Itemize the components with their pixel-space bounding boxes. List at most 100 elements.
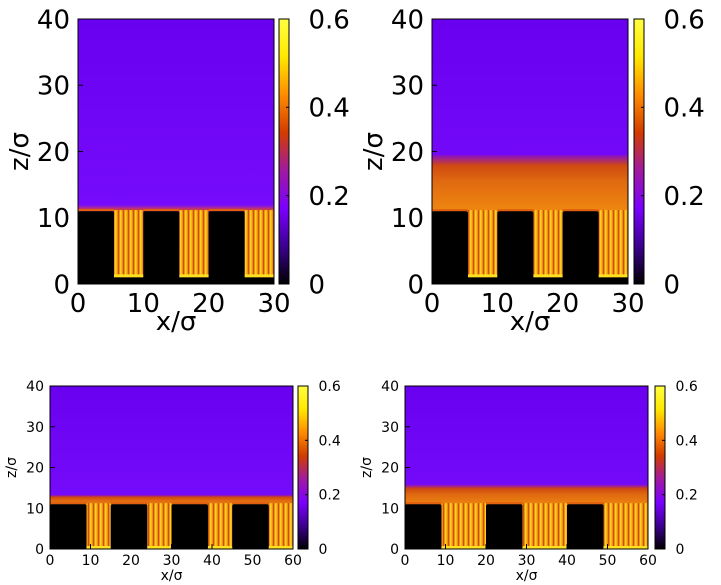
colorbar-tick-label: 0.6 (319, 379, 341, 395)
pillar-1 (50, 504, 87, 549)
x-tick-label: 60 (639, 553, 657, 569)
pillar-contact-layer (562, 209, 599, 212)
pillar-3 (562, 211, 599, 284)
x-tick-label: 50 (244, 553, 262, 569)
y-axis-label: z/σ (4, 457, 20, 478)
pore-floor-layer (147, 546, 172, 549)
pillar-contact-layer (486, 502, 523, 505)
x-axis: 0 10 20 30 40 50 60 (46, 544, 302, 569)
pore-1 (441, 503, 486, 549)
pore-floor-layer (268, 546, 293, 549)
pillar-1 (405, 504, 442, 549)
pore-2 (179, 210, 209, 278)
pore-3 (244, 210, 274, 278)
colorbar-scale (654, 385, 666, 550)
plot-area (78, 19, 274, 284)
x-tick-label: 30 (518, 553, 536, 569)
x-axis: 0 10 20 30 (70, 279, 291, 319)
x-tick-label: 30 (257, 289, 290, 319)
colorbar-tick-label: 0 (676, 542, 685, 558)
pore-floor-layer (244, 274, 274, 278)
pillar-contact-layer (432, 209, 468, 212)
colorbar-scale (297, 385, 309, 550)
pillar-3 (208, 211, 245, 284)
heatmap-panel-1: 0 10 20 30 40 0 10 20 30 x/σ z/σ 0 0.2 0.4 0.6 (5, 5, 350, 337)
colorbar-tick-label: 0 (319, 542, 328, 558)
colorbar-tick-label: 0.6 (309, 5, 350, 35)
pillar-2 (143, 211, 180, 284)
pore-2 (522, 503, 567, 549)
pore-floor-layer (441, 546, 486, 549)
colorbar: 0 0.2 0.4 0.6 (297, 379, 341, 558)
colorbar-tick-label: 0.2 (319, 488, 341, 504)
x-tick-label: 60 (284, 553, 302, 569)
y-tick-label: 10 (381, 501, 399, 517)
y-tick-label: 10 (26, 501, 44, 517)
substrate (78, 277, 274, 284)
x-axis-label: x/σ (510, 307, 551, 337)
y-tick-label: 10 (391, 204, 424, 234)
colorbar-scale (278, 18, 290, 285)
colorbar-tick-label: 0.4 (676, 433, 698, 449)
y-tick-label: 30 (391, 72, 424, 102)
pillar-contact-layer (232, 502, 269, 505)
pillar-2 (497, 211, 534, 284)
adsorbed-layer (78, 203, 274, 212)
colorbar-tick-label: 0.6 (664, 5, 705, 35)
pillar-1 (78, 211, 114, 284)
colorbar-tick-label: 0.4 (664, 94, 705, 124)
pore-2 (533, 210, 563, 278)
x-tick-label: 10 (82, 553, 100, 569)
x-tick-label: 0 (424, 289, 441, 319)
x-axis-label: x/σ (156, 307, 197, 337)
pillar-2 (110, 504, 148, 549)
colorbar-tick-label: 0.6 (676, 379, 698, 395)
pore-floor-layer (598, 274, 628, 278)
y-tick-label: 10 (37, 204, 70, 234)
heatmap-panel-4: 0 10 20 30 40 0 10 20 30 40 50 60 x/σ z/σ 0 0.2 0.4 0.6 (359, 379, 698, 584)
y-tick-label: 20 (26, 461, 44, 477)
substrate (432, 277, 628, 284)
x-tick-label: 10 (437, 553, 455, 569)
x-tick-label: 20 (192, 289, 225, 319)
pillar-3 (567, 504, 604, 549)
pore-floor-layer (86, 546, 111, 549)
colorbar: 0 0.2 0.4 0.6 (654, 379, 698, 558)
y-axis: 0 10 20 30 40 (26, 379, 55, 558)
colorbar: 0 0.2 0.4 0.6 (633, 5, 705, 300)
x-tick-label: 0 (70, 289, 87, 319)
pore-3 (207, 503, 233, 549)
pore-3 (598, 210, 628, 278)
pore-4 (268, 503, 293, 549)
x-tick-label: 10 (127, 289, 160, 319)
y-tick-label: 30 (37, 72, 70, 102)
pore-floor-layer (522, 546, 567, 549)
pillar-2 (486, 504, 523, 549)
y-axis: 0 10 20 30 40 (381, 379, 410, 558)
colorbar-tick-label: 0.2 (309, 182, 350, 212)
pillar-contact-layer (405, 502, 442, 505)
y-tick-label: 0 (35, 542, 44, 558)
pillar-1 (432, 211, 468, 284)
solid-wall (432, 209, 628, 284)
x-tick-label: 40 (558, 553, 576, 569)
x-tick-label: 10 (481, 289, 514, 319)
plot-area (50, 386, 293, 549)
y-tick-label: 40 (391, 5, 424, 35)
y-tick-label: 20 (381, 461, 399, 477)
y-tick-label: 30 (26, 420, 44, 436)
solid-wall (50, 502, 269, 549)
x-tick-label: 30 (611, 289, 644, 319)
x-tick-label: 20 (477, 553, 495, 569)
y-tick-label: 0 (53, 270, 70, 300)
colorbar-tick-label: 0 (664, 270, 681, 300)
pore-3 (603, 503, 648, 549)
colorbar-scale (633, 18, 645, 285)
pillar-contact-layer (110, 502, 148, 505)
pillar-contact-layer (208, 209, 245, 212)
pore-floor-layer (179, 274, 209, 278)
x-axis-label: x/σ (516, 568, 538, 584)
colorbar-tick-label: 0.4 (309, 94, 350, 124)
plot-area (405, 386, 648, 549)
